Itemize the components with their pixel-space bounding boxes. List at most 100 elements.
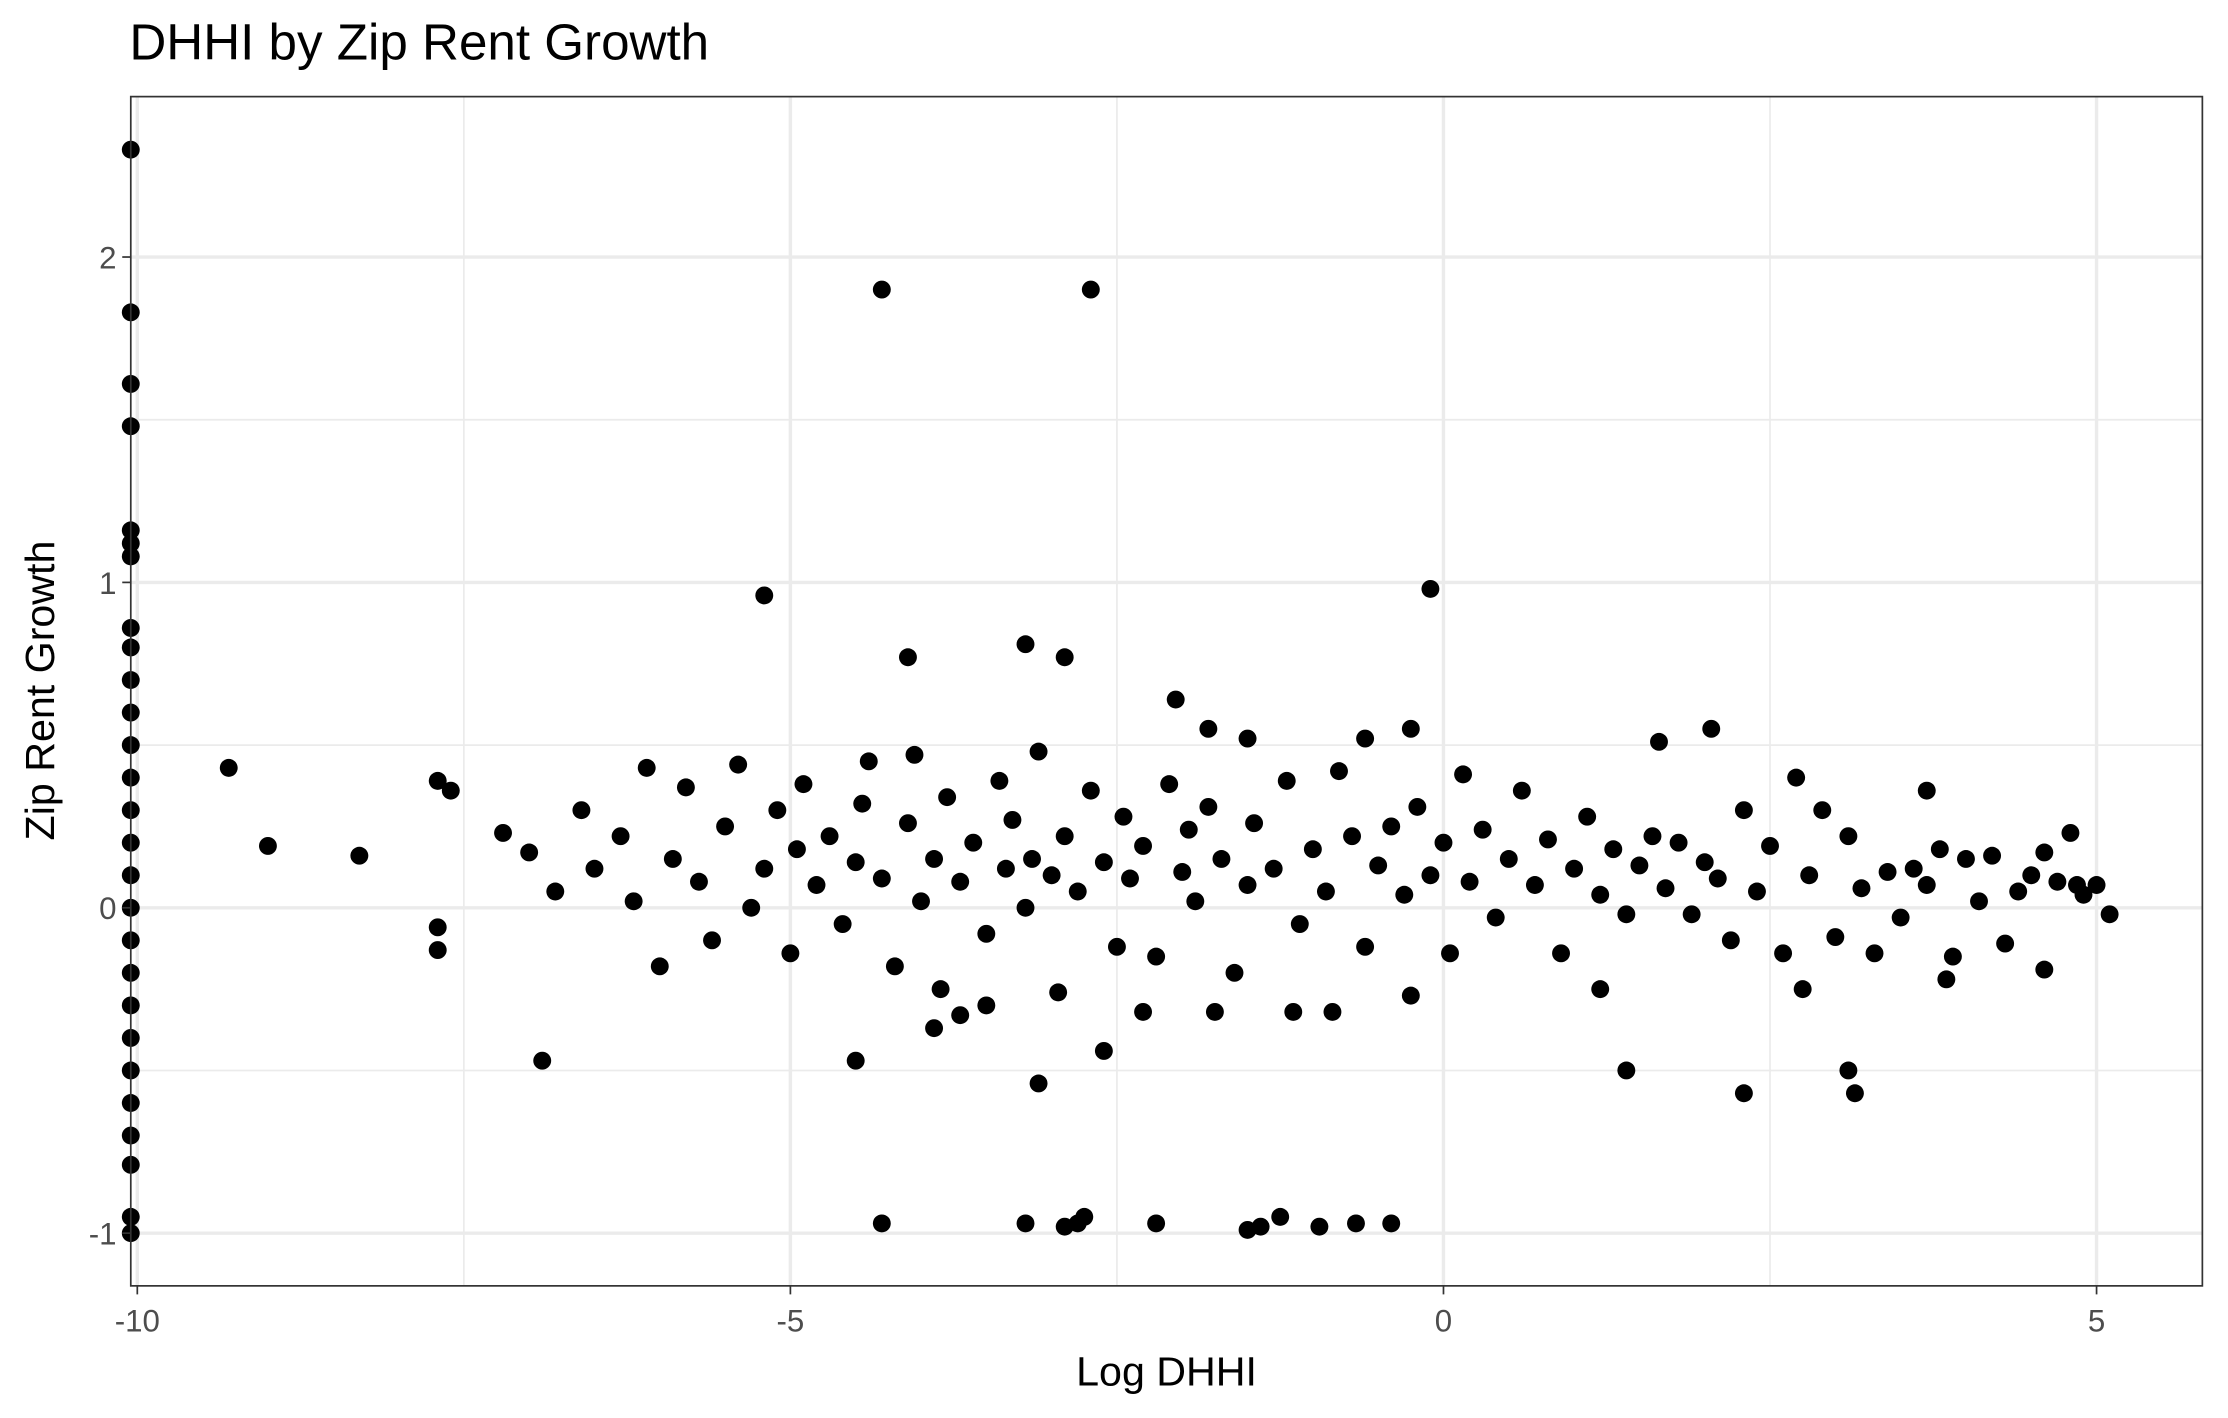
point [1826, 928, 1845, 947]
point [1565, 859, 1584, 878]
point [1617, 1061, 1636, 1080]
point [1160, 775, 1179, 794]
point [611, 827, 630, 846]
point [546, 882, 565, 901]
point [1075, 1207, 1094, 1226]
y-tick-label: 2 [99, 240, 116, 275]
point [1591, 980, 1610, 999]
point [781, 944, 800, 963]
point [1330, 762, 1348, 781]
point [768, 801, 787, 820]
point [898, 648, 917, 667]
point [219, 758, 238, 777]
point [1186, 892, 1205, 911]
point [1277, 771, 1296, 790]
point [1055, 648, 1074, 667]
point [1930, 840, 1949, 859]
point [1708, 869, 1727, 888]
point [1512, 781, 1531, 800]
point [1473, 820, 1492, 839]
point [1290, 915, 1309, 933]
point [258, 837, 277, 855]
point [1029, 742, 1048, 761]
point [1787, 768, 1806, 787]
point [1421, 579, 1440, 598]
point [1421, 866, 1440, 885]
point [1238, 729, 1257, 748]
point [1264, 859, 1283, 878]
point [990, 771, 1009, 790]
point [1205, 1002, 1224, 1021]
point [1956, 850, 1975, 868]
point [1401, 986, 1420, 1005]
point [755, 859, 774, 878]
y-tick-label: 0 [99, 891, 116, 926]
y-axis-title: Zip Rent Growth [17, 541, 63, 841]
point [1460, 872, 1479, 891]
point [703, 931, 721, 950]
point [1068, 882, 1087, 901]
point [1454, 765, 1473, 784]
point [1114, 807, 1133, 826]
point [964, 833, 983, 852]
point [1604, 840, 1623, 859]
point [807, 876, 826, 894]
point [1983, 846, 2002, 865]
point [1904, 859, 1923, 878]
y-tick-label: 1 [99, 566, 116, 601]
point [1996, 934, 2015, 953]
point [1199, 719, 1218, 738]
point [1166, 690, 1185, 709]
point [1434, 833, 1453, 852]
point [533, 1051, 552, 1070]
point [1865, 944, 1884, 963]
point [951, 872, 970, 891]
point [650, 957, 669, 976]
point [1134, 837, 1153, 855]
point [1937, 970, 1956, 989]
point [1016, 635, 1035, 654]
point [1734, 1084, 1753, 1103]
x-tick-label: 5 [2088, 1303, 2105, 1338]
point [1748, 882, 1766, 901]
point [872, 1214, 891, 1233]
point [1016, 898, 1035, 917]
point [1199, 797, 1218, 816]
point [1147, 947, 1166, 966]
point [1591, 885, 1610, 904]
point [441, 781, 460, 800]
point [1539, 830, 1557, 849]
point [925, 850, 944, 868]
point [1245, 814, 1264, 833]
point [1303, 840, 1322, 859]
point [2035, 843, 2054, 862]
point [977, 924, 996, 943]
point [1578, 807, 1597, 826]
point [1486, 908, 1505, 927]
point [428, 941, 447, 960]
point [2035, 960, 2054, 979]
point [585, 859, 604, 878]
point [1094, 853, 1113, 872]
point [846, 1051, 865, 1070]
point [872, 280, 891, 299]
point [820, 827, 839, 846]
point [1356, 729, 1375, 748]
point [637, 758, 656, 777]
point [1179, 820, 1198, 839]
point [1970, 892, 1988, 911]
point [1347, 1214, 1365, 1233]
point [1173, 863, 1192, 881]
point [1702, 719, 1721, 738]
point [1107, 937, 1126, 956]
point [1003, 810, 1022, 829]
point [2087, 876, 2106, 894]
point [572, 801, 591, 820]
point [2100, 905, 2119, 924]
point [690, 872, 708, 891]
point [350, 846, 369, 865]
point [859, 752, 878, 771]
point [1734, 801, 1753, 820]
